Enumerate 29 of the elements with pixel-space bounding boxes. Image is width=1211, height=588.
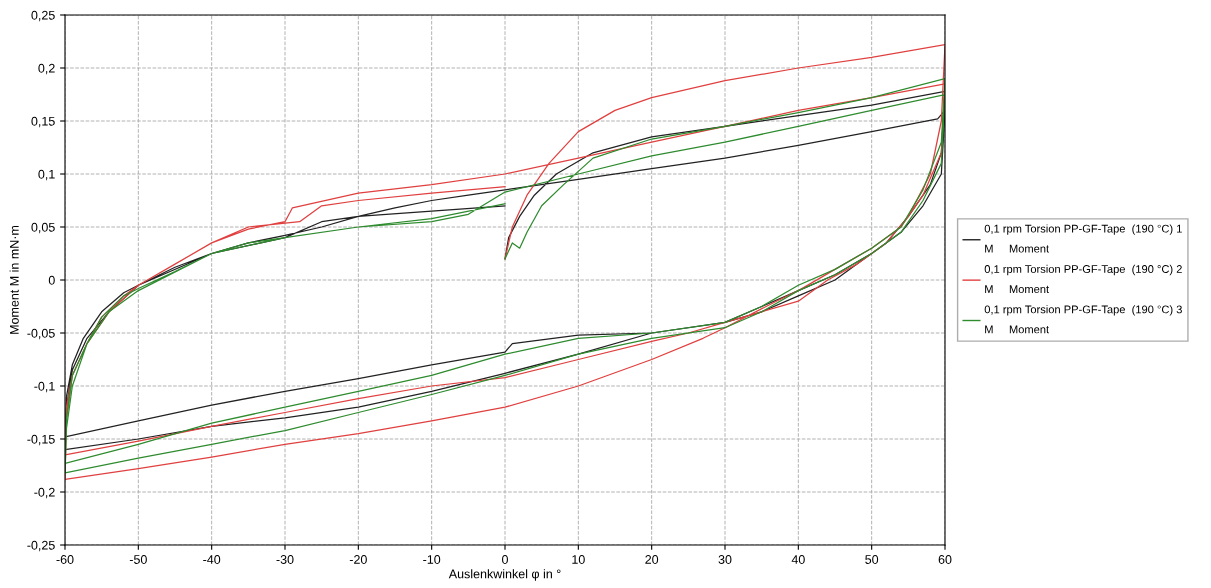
x-tick-label: 10: [572, 555, 585, 564]
y-tick-label: 0,1: [38, 169, 55, 181]
x-tick-label: -20: [349, 555, 367, 564]
y-tick-label: 0,25: [31, 10, 55, 22]
legend-label: 0,1 rpm Torsion PP-GF-Tape (190 °C) 3 M Moment: [984, 305, 1182, 334]
x-tick-label: -60: [56, 555, 74, 564]
x-tick-label: -10: [423, 555, 441, 564]
x-tick-label: -40: [203, 555, 221, 564]
y-tick-label: 0,05: [31, 222, 55, 234]
y-axis-title: Moment M in mN·m: [9, 225, 19, 334]
x-axis-title: Auslenkwinkel φ in °: [448, 569, 561, 581]
x-tick-label: 30: [718, 555, 732, 564]
y-tick-label: -0,25: [27, 540, 55, 552]
y-tick-label: 0: [48, 275, 55, 285]
x-tick-label: 40: [791, 555, 805, 564]
x-tick-label: -50: [129, 555, 147, 564]
x-tick-label: 60: [938, 555, 952, 564]
x-tick-label: 50: [865, 555, 879, 564]
y-tick-label: -0,15: [27, 434, 55, 446]
y-tick-label: 0,2: [38, 63, 55, 75]
legend-label: 0,1 rpm Torsion PP-GF-Tape (190 °C) 2 M Moment: [984, 264, 1182, 293]
x-tick-label: 0: [502, 555, 508, 564]
y-tick-label: -0,2: [34, 487, 55, 499]
x-tick-label: 20: [645, 555, 659, 564]
legend-label: 0,1 rpm Torsion PP-GF-Tape (190 °C) 1 M Moment: [984, 224, 1182, 253]
y-tick-label: -0,05: [27, 328, 55, 340]
y-tick-label: -0,1: [34, 381, 55, 393]
x-tick-label: -30: [276, 555, 294, 564]
y-tick-label: 0,15: [31, 116, 55, 128]
